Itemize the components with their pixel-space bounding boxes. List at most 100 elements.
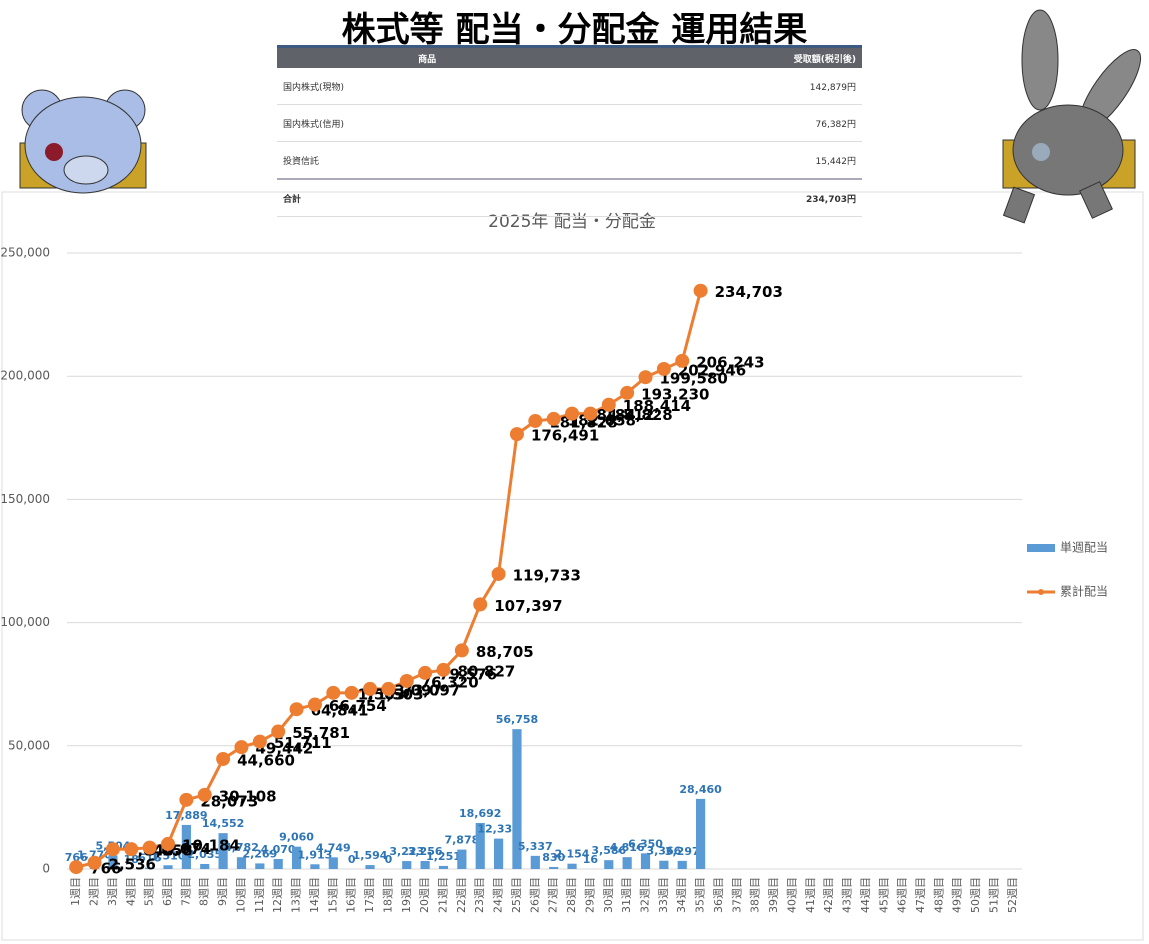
bar-value-label: 3,366 <box>646 845 681 858</box>
point <box>491 566 506 581</box>
bar <box>696 798 706 869</box>
bar <box>549 866 559 869</box>
bar-value-label: 2,154 <box>555 848 590 861</box>
x-tick-label: 29週目 <box>583 877 596 913</box>
x-tick-label: 11週目 <box>253 877 266 913</box>
bar-value-label: 14,552 <box>202 817 244 830</box>
bar <box>108 855 118 869</box>
row: 国内株式(現物) 142,879円 <box>277 68 862 105</box>
x-tick-label: 33週目 <box>657 877 670 913</box>
point <box>381 681 396 696</box>
point-value-label: 49,442 <box>255 740 313 758</box>
point-value-label: 73,097 <box>384 681 442 699</box>
x-tick-label: 42週目 <box>822 877 835 913</box>
point-value-label: 206,243 <box>696 353 764 371</box>
bar-value-label: 1,594 <box>353 849 388 862</box>
bar-value-label: 830 <box>542 851 565 864</box>
bar-value-label: 4,749 <box>316 841 351 854</box>
bar-value-label: 2,035 <box>187 848 222 861</box>
bar-value-label: 18 <box>124 853 139 866</box>
point <box>161 836 176 851</box>
point-value-label: 184,812 <box>586 406 654 424</box>
x-tick-label: 32週目 <box>639 877 652 913</box>
point-value-label: 30,108 <box>219 787 277 805</box>
point <box>638 370 653 385</box>
bar-value-label: 28,460 <box>679 783 722 796</box>
point-value-label: 181,828 <box>549 413 617 431</box>
bar-value-label: 1,913 <box>298 848 333 861</box>
point <box>565 406 580 421</box>
y-tick-label: 150,000 <box>0 492 50 506</box>
header-row: 商品 受取額(税引後) <box>277 46 862 68</box>
point-value-label: 10,184 <box>182 836 240 854</box>
x-tick-label: 26週目 <box>528 877 541 913</box>
point-value-label: 8,674 <box>164 840 211 858</box>
x-tick-label: 38週目 <box>749 877 762 913</box>
x-tick-label: 5週目 <box>143 877 156 906</box>
x-tick-label: 22週目 <box>455 877 468 913</box>
cell: 234,703円 <box>577 178 862 217</box>
y-tick-label: 100,000 <box>0 615 50 629</box>
point-value-label: 71,503 <box>366 685 424 703</box>
point <box>234 740 249 755</box>
point-value-label: 199,580 <box>660 370 728 388</box>
x-tick-label: 36週目 <box>712 877 725 913</box>
header-cell: 商品 <box>277 46 578 68</box>
cell: 国内株式(現物) <box>277 68 578 105</box>
x-tick-label: 10週目 <box>234 877 247 913</box>
point <box>473 597 488 612</box>
point <box>69 860 84 875</box>
bar-value-label: 3,223 <box>389 845 424 858</box>
bar <box>659 860 669 869</box>
bar <box>604 860 614 869</box>
bar <box>291 846 302 869</box>
x-tick-label: 14週目 <box>308 877 321 913</box>
x-tick-label: 51週目 <box>987 877 1000 913</box>
x-tick-label: 8週目 <box>198 877 211 906</box>
x-tick-label: 31週目 <box>620 877 633 913</box>
point-value-label: 234,703 <box>715 283 783 301</box>
bar <box>273 858 283 869</box>
bar-value-label: 0 <box>348 853 356 866</box>
bar <box>493 838 504 869</box>
point-value-label: 88,705 <box>476 643 534 661</box>
x-tick-label: 25週目 <box>510 877 523 913</box>
page-title: 株式等 配当・分配金 運用結果 <box>341 10 808 50</box>
point <box>601 397 616 412</box>
point-value-label: 44,660 <box>237 751 295 769</box>
point-value-label: 66,754 <box>329 697 387 715</box>
point-value-label: 80,827 <box>457 662 515 680</box>
x-tick-label: 34週目 <box>675 877 688 913</box>
bar <box>181 824 191 869</box>
point-value-label: 55,781 <box>292 724 350 742</box>
legend-swatch <box>1038 589 1044 595</box>
x-tick-label: 4週目 <box>124 877 137 906</box>
bar <box>640 853 651 869</box>
bar <box>163 865 173 869</box>
bar <box>530 855 540 869</box>
rabbit <box>1002 9 1141 224</box>
x-tick-label: 7週目 <box>179 877 192 906</box>
point <box>528 413 543 428</box>
point <box>656 361 671 376</box>
bar-value-label: 56,758 <box>496 713 538 726</box>
point <box>326 685 341 700</box>
bar <box>457 849 467 869</box>
point-value-label: 64,841 <box>311 702 369 720</box>
point <box>363 681 378 696</box>
point <box>344 685 359 700</box>
bar-value-label: 3,256 <box>408 845 443 858</box>
summary-table: 商品 受取額(税引後) 国内株式(現物) 142,879円 国内株式(信用) 76,3… <box>277 45 862 217</box>
x-tick-label: 49週目 <box>951 877 964 913</box>
bar-value-label: 766 <box>65 851 88 864</box>
bar <box>567 863 577 869</box>
point-value-label: 202,946 <box>678 361 746 379</box>
point-value-label: 79,576 <box>439 665 497 683</box>
bar-value-label: 616 <box>138 851 161 864</box>
total-row: 合計 234,703円 <box>277 178 862 217</box>
bar-value-label: 9,060 <box>279 831 314 844</box>
x-tick-label: 23週目 <box>473 877 486 913</box>
bar <box>402 861 412 869</box>
x-tick-label: 12週目 <box>271 877 284 913</box>
